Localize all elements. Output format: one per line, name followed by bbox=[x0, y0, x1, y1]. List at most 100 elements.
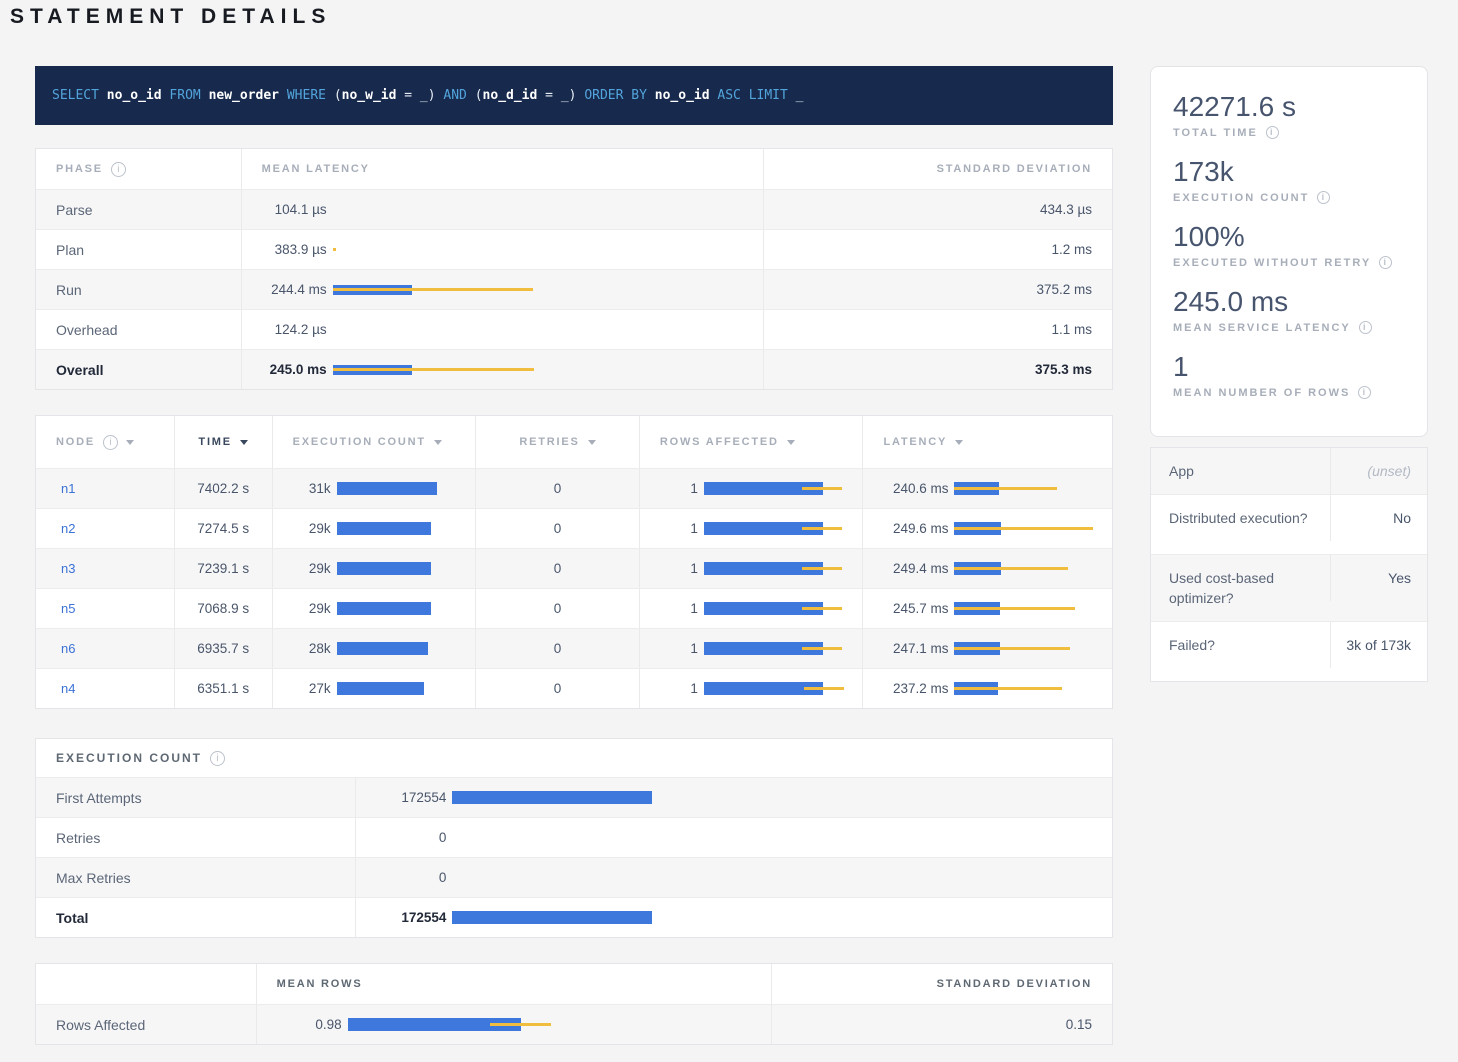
sort-caret-icon bbox=[433, 439, 442, 445]
time-value: 7068.9 s bbox=[197, 601, 250, 616]
table-row: Run 244.4 ms 375.2 ms bbox=[36, 269, 1112, 309]
latency-header-cell[interactable]: LATENCY bbox=[862, 416, 1112, 468]
stat-label: TOTAL TIME bbox=[1173, 126, 1258, 139]
latency-bar bbox=[332, 363, 763, 377]
node-link[interactable]: n2 bbox=[61, 521, 76, 536]
exec-count-value: 29k bbox=[308, 601, 331, 616]
mean-latency-header-cell: MEAN LATENCY bbox=[240, 149, 763, 189]
stat-value: 42271.6 s bbox=[1173, 91, 1296, 122]
info-icon[interactable] bbox=[1317, 191, 1331, 204]
phase-latency-table: PHASE MEAN LATENCY STANDARD DEVIATION Pa… bbox=[35, 148, 1113, 390]
execution-count-table: EXECUTION COUNT First Attempts 172554 Re… bbox=[35, 738, 1113, 938]
mean-rows-value: 0.98 bbox=[315, 1017, 342, 1032]
execution-count-title: EXECUTION COUNT bbox=[56, 751, 203, 765]
latency-bar bbox=[333, 203, 763, 217]
phase-table-header: PHASE MEAN LATENCY STANDARD DEVIATION bbox=[36, 149, 1112, 189]
std-dev-value: 0.15 bbox=[1065, 1017, 1092, 1032]
node-row: n1 7402.2 s 31k 0 1 240.6 ms bbox=[36, 468, 1112, 508]
node-link[interactable]: n1 bbox=[61, 481, 76, 496]
blank-header-cell bbox=[36, 964, 256, 1004]
table-row: Max Retries 0 bbox=[36, 857, 1112, 897]
mean-rows-header-label: MEAN ROWS bbox=[276, 978, 363, 990]
info-icon[interactable] bbox=[210, 750, 226, 766]
statement-attributes-table: App (unset) Distributed execution? No Us… bbox=[1150, 447, 1428, 682]
exec-count-bar bbox=[336, 521, 476, 536]
mean-rows-bar bbox=[347, 1017, 771, 1032]
attribute-row-distributed: Distributed execution? No bbox=[1151, 494, 1427, 554]
table-row: Rows Affected 0.98 0.15 bbox=[36, 1004, 1112, 1044]
exec-count-value: 27k bbox=[308, 681, 331, 696]
time-header-cell[interactable]: TIME bbox=[173, 416, 272, 468]
rows-affected-value: 1 bbox=[690, 601, 698, 616]
table-row: Retries 0 bbox=[36, 817, 1112, 857]
mean-latency-header-label: MEAN LATENCY bbox=[261, 163, 370, 175]
attribute-value: Yes bbox=[1388, 570, 1411, 586]
retries-header-cell[interactable]: RETRIES bbox=[475, 416, 639, 468]
std-dev-value: 1.1 ms bbox=[1051, 322, 1092, 337]
stat-value: 1 bbox=[1173, 351, 1189, 382]
exec-row-bar bbox=[452, 790, 1112, 805]
phase-label: Parse bbox=[56, 201, 93, 218]
info-icon[interactable] bbox=[1265, 126, 1279, 139]
latency-bar bbox=[332, 283, 763, 297]
sort-caret-icon bbox=[239, 439, 248, 445]
node-link[interactable]: n5 bbox=[61, 601, 76, 616]
time-value: 6351.1 s bbox=[197, 681, 250, 696]
table-row-overall: Overall 245.0 ms 375.3 ms bbox=[36, 349, 1112, 389]
stat-value: 245.0 ms bbox=[1173, 286, 1289, 317]
node-row: n2 7274.5 s 29k 0 1 249.6 ms bbox=[36, 508, 1112, 548]
node-link[interactable]: n4 bbox=[61, 681, 76, 696]
attribute-label: Distributed execution? bbox=[1169, 510, 1308, 526]
attribute-row-app: App (unset) bbox=[1151, 448, 1427, 494]
sort-caret-icon bbox=[786, 439, 795, 445]
latency-bar bbox=[954, 521, 1112, 536]
exec-row-label: First Attempts bbox=[56, 789, 142, 806]
rows-affected-bar bbox=[703, 681, 863, 696]
retries-value: 0 bbox=[553, 641, 562, 656]
node-row: n4 6351.1 s 27k 0 1 237.2 ms bbox=[36, 668, 1112, 708]
exec-row-bar bbox=[452, 910, 1112, 925]
rows-affected-header-label: ROWS AFFECTED bbox=[659, 436, 779, 448]
retries-value: 0 bbox=[553, 681, 562, 696]
latency-bar bbox=[954, 481, 1112, 496]
phase-label: Overall bbox=[56, 361, 104, 378]
std-dev-header-cell: STANDARD DEVIATION bbox=[762, 149, 1112, 189]
node-header-cell[interactable]: NODE bbox=[36, 416, 174, 468]
rows-affected-table: MEAN ROWS STANDARD DEVIATION Rows Affect… bbox=[35, 963, 1113, 1045]
attribute-label: Failed? bbox=[1169, 637, 1215, 653]
stat-value: 173k bbox=[1173, 156, 1234, 187]
time-header-label: TIME bbox=[198, 436, 232, 448]
table-row: Overhead 124.2 µs 1.1 ms bbox=[36, 309, 1112, 349]
rows-affected-bar bbox=[703, 641, 863, 656]
rows-affected-bar bbox=[703, 561, 863, 576]
sort-caret-icon bbox=[955, 439, 964, 445]
node-link[interactable]: n6 bbox=[61, 641, 76, 656]
rows-affected-bar bbox=[703, 481, 863, 496]
mean-latency-value: 104.1 µs bbox=[274, 202, 327, 217]
retries-value: 0 bbox=[553, 481, 562, 496]
latency-value: 240.6 ms bbox=[892, 481, 949, 496]
attribute-row-optimizer: Used cost-based optimizer? Yes bbox=[1151, 554, 1427, 621]
stat-label: EXECUTED WITHOUT RETRY bbox=[1173, 256, 1372, 269]
info-icon[interactable] bbox=[110, 161, 126, 177]
latency-bar bbox=[332, 243, 763, 257]
table-row: First Attempts 172554 bbox=[36, 777, 1112, 817]
rows-affected-header-cell[interactable]: ROWS AFFECTED bbox=[638, 416, 863, 468]
rows-affected-bar bbox=[703, 601, 863, 616]
stat-label: MEAN SERVICE LATENCY bbox=[1173, 321, 1351, 334]
rows-affected-value: 1 bbox=[690, 561, 698, 576]
info-icon[interactable] bbox=[1358, 386, 1372, 399]
info-icon[interactable] bbox=[102, 434, 118, 450]
info-icon[interactable] bbox=[1379, 256, 1393, 269]
exec-count-header-cell[interactable]: EXECUTION COUNT bbox=[271, 416, 476, 468]
exec-row-label: Total bbox=[56, 909, 89, 926]
exec-row-bar bbox=[452, 831, 1112, 845]
exec-row-bar bbox=[452, 871, 1112, 885]
latency-header-label: LATENCY bbox=[883, 436, 948, 448]
node-link[interactable]: n3 bbox=[61, 561, 76, 576]
time-value: 7274.5 s bbox=[197, 521, 250, 536]
exec-row-value: 172554 bbox=[401, 910, 447, 925]
retries-header-label: RETRIES bbox=[519, 436, 580, 448]
info-icon[interactable] bbox=[1358, 321, 1372, 334]
